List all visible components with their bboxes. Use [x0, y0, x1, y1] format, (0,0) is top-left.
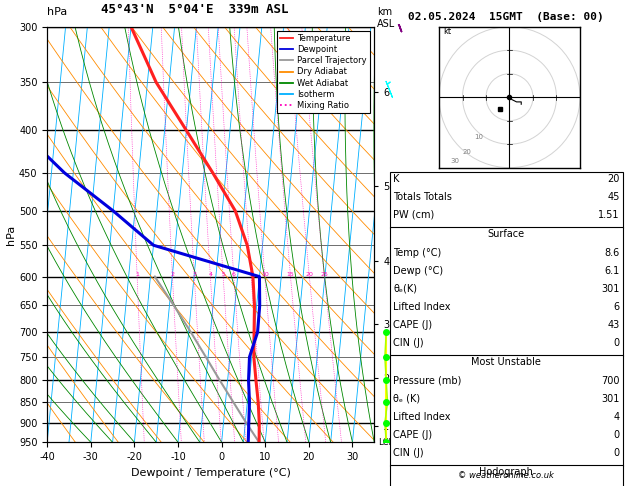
Text: 02.05.2024  15GMT  (Base: 00): 02.05.2024 15GMT (Base: 00): [408, 12, 604, 22]
Text: ASL: ASL: [377, 19, 396, 29]
Text: 0: 0: [613, 430, 620, 440]
Text: θₑ(K): θₑ(K): [393, 284, 417, 294]
Text: 6: 6: [232, 272, 236, 277]
Text: 10: 10: [261, 272, 269, 277]
Text: Hodograph: Hodograph: [479, 467, 533, 477]
Text: 301: 301: [601, 284, 620, 294]
Text: 45: 45: [607, 192, 620, 202]
Text: CIN (J): CIN (J): [393, 338, 424, 348]
Text: 4: 4: [208, 272, 213, 277]
Text: 5: 5: [221, 272, 225, 277]
Text: 10: 10: [474, 135, 483, 140]
Text: LCL: LCL: [379, 438, 394, 447]
Text: Most Unstable: Most Unstable: [471, 357, 542, 367]
Text: CAPE (J): CAPE (J): [393, 430, 432, 440]
Text: 25: 25: [320, 272, 328, 277]
Text: kt: kt: [443, 27, 452, 36]
Text: θₑ (K): θₑ (K): [393, 394, 420, 404]
Text: Totals Totals: Totals Totals: [393, 192, 452, 202]
Text: Temp (°C): Temp (°C): [393, 248, 442, 258]
Text: 20: 20: [607, 174, 620, 184]
Text: 30: 30: [451, 158, 460, 164]
Text: 0: 0: [613, 338, 620, 348]
Text: 1: 1: [135, 272, 139, 277]
Text: 6: 6: [613, 302, 620, 312]
Y-axis label: hPa: hPa: [6, 225, 16, 244]
Text: K: K: [393, 174, 399, 184]
Text: 8.6: 8.6: [604, 248, 620, 258]
Text: 45°43'N  5°04'E  339m ASL: 45°43'N 5°04'E 339m ASL: [101, 3, 289, 16]
Text: 3: 3: [192, 272, 196, 277]
Text: 0: 0: [613, 448, 620, 458]
Text: 2: 2: [170, 272, 174, 277]
Text: Lifted Index: Lifted Index: [393, 412, 450, 422]
Text: Surface: Surface: [487, 229, 525, 240]
Text: 1.51: 1.51: [598, 210, 620, 220]
Text: 301: 301: [601, 394, 620, 404]
Text: 8: 8: [249, 272, 253, 277]
Text: 20: 20: [462, 149, 471, 155]
Text: CIN (J): CIN (J): [393, 448, 424, 458]
Text: CAPE (J): CAPE (J): [393, 320, 432, 330]
Text: Lifted Index: Lifted Index: [393, 302, 450, 312]
Text: 15: 15: [287, 272, 294, 277]
Legend: Temperature, Dewpoint, Parcel Trajectory, Dry Adiabat, Wet Adiabat, Isotherm, Mi: Temperature, Dewpoint, Parcel Trajectory…: [277, 31, 370, 113]
Text: hPa: hPa: [47, 7, 67, 17]
Text: 6.1: 6.1: [604, 266, 620, 276]
Text: 700: 700: [601, 376, 620, 386]
Y-axis label: Mixing Ratio (g/kg): Mixing Ratio (g/kg): [392, 191, 401, 278]
Text: PW (cm): PW (cm): [393, 210, 435, 220]
Text: km: km: [377, 7, 392, 17]
Text: 20: 20: [306, 272, 313, 277]
Text: 4: 4: [613, 412, 620, 422]
Text: Pressure (mb): Pressure (mb): [393, 376, 462, 386]
Text: Dewp (°C): Dewp (°C): [393, 266, 443, 276]
X-axis label: Dewpoint / Temperature (°C): Dewpoint / Temperature (°C): [131, 468, 291, 478]
Text: © weatheronline.co.uk: © weatheronline.co.uk: [459, 471, 554, 480]
Text: 43: 43: [608, 320, 620, 330]
